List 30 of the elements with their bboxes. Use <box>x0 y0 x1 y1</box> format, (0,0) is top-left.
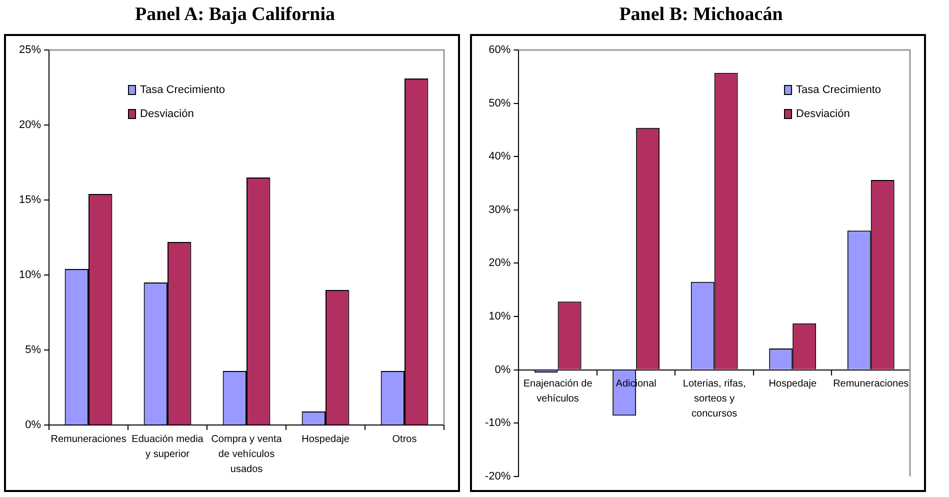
x-tick-label: Hospedaje <box>768 378 817 390</box>
y-tick-label: -20% <box>484 470 511 482</box>
y-tick-label: 50% <box>488 97 511 110</box>
chart-title: Panel A: Baja California <box>134 4 336 27</box>
y-tick-label: 20% <box>488 257 511 270</box>
legend-label: Desviación <box>140 108 194 120</box>
legend-label: Tasa Crecimiento <box>140 84 225 96</box>
y-tick-label: 60% <box>488 44 511 56</box>
y-tick-label: 10% <box>18 269 42 282</box>
y-tick-label: -10% <box>484 417 511 430</box>
legend-label: Tasa Crecimiento <box>796 84 882 96</box>
x-tick-label: Loterias, rifas, sorteos y concursos <box>682 378 746 420</box>
x-tick-label: Remuneraciones <box>50 434 126 445</box>
y-tick-label: 25% <box>18 44 42 56</box>
y-tick-label: 15% <box>18 194 42 206</box>
y-tick-label: 0% <box>25 419 42 432</box>
x-tick-label: Hospedaje <box>302 434 350 445</box>
y-tick-label: 20% <box>18 119 42 132</box>
x-tick-label: Remuneraciones <box>833 378 909 390</box>
x-tick-label: Eduación media y superior <box>132 434 204 460</box>
y-tick-label: 40% <box>488 150 511 163</box>
chart-title: Panel B: Michoacán <box>618 4 784 27</box>
x-tick-label: Compra y venta de vehículos usados <box>211 434 282 475</box>
legend-label: Desviación <box>796 108 850 120</box>
y-tick-label: 0% <box>494 364 511 376</box>
x-tick-label: Enajenación de vehículos <box>523 378 593 405</box>
y-tick-label: 5% <box>25 344 42 356</box>
y-tick-label: 30% <box>488 204 511 216</box>
x-tick-label: Otros <box>392 434 417 445</box>
y-tick-label: 10% <box>488 310 511 323</box>
